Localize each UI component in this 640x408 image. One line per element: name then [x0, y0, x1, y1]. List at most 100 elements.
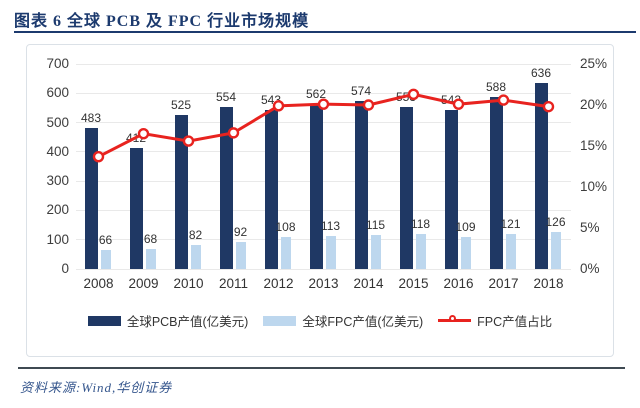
gridline [76, 122, 571, 124]
fpc-bar [550, 232, 561, 269]
fpc-share-marker [497, 94, 510, 106]
pct-axis-tick-label: 10% [580, 179, 608, 194]
pcb-series-label: 全球PCB产值(亿美元) [126, 315, 249, 329]
y-axis-tick-label: 600 [46, 85, 69, 101]
pct-axis-tick-label: 0% [580, 261, 600, 276]
fpc-bar [370, 235, 381, 269]
gridline [76, 209, 571, 211]
fpc-bar [460, 237, 471, 269]
gridline [76, 151, 571, 153]
y-axis-tick-label: 700 [46, 56, 69, 71]
pcb-bar [444, 110, 458, 269]
pcb-bar [399, 107, 413, 269]
pct-axis-tick-label: 5% [580, 220, 600, 235]
legend: 全球PCB产值(亿美元) 全球FPC产值(亿美元) FPC产值占比 [27, 311, 613, 330]
y-axis-tick-label: 300 [46, 173, 69, 189]
fpc-share-marker [452, 98, 465, 110]
gridline [76, 92, 571, 94]
fpc-value-label: 82 [188, 227, 203, 242]
fpc-value-label: 92 [233, 225, 248, 240]
x-axis-label: 2014 [353, 276, 384, 291]
fpc-series-swatch [263, 315, 297, 326]
fpc-bar [190, 244, 201, 269]
pcb-bar [174, 115, 188, 269]
fpc-bar [235, 242, 246, 269]
fpc-bar [415, 234, 426, 269]
fpc-value-label: 115 [365, 218, 386, 233]
fpc-value-label: 108 [275, 220, 296, 235]
fpc-share-marker [317, 98, 330, 110]
x-axis-label: 2017 [488, 276, 519, 291]
fpc-bar [505, 233, 516, 269]
x-axis-label: 2010 [173, 276, 204, 291]
fpc-bar [280, 237, 291, 269]
x-axis-label: 2011 [218, 276, 249, 291]
gridline [76, 180, 571, 182]
legend-item-pcb: 全球PCB产值(亿美元) [87, 311, 249, 330]
gridline [76, 239, 571, 241]
gridline [76, 268, 571, 270]
pcb-bar [534, 82, 548, 269]
y-axis-tick-label: 200 [46, 202, 69, 218]
pcb-series-swatch [87, 315, 121, 326]
chart-card: 全球PCB产值(亿美元) 全球FPC产值(亿美元) FPC产值占比 0 100 20… [26, 44, 614, 357]
fpc-series-label: 全球FPC产值(亿美元) [302, 315, 424, 329]
fpc-bar [325, 235, 336, 269]
fpc-share-line-swatch [438, 315, 472, 326]
fpc-value-label: 66 [98, 232, 113, 247]
pcb-value-label: 588 [485, 79, 507, 94]
gridline [76, 63, 571, 65]
pcb-value-label: 636 [530, 65, 552, 80]
x-axis-label: 2016 [443, 276, 474, 291]
pcb-value-label: 483 [80, 110, 102, 125]
pct-axis-tick-label: 15% [580, 138, 608, 153]
fpc-share-marker [137, 127, 150, 140]
x-axis-label: 2012 [263, 276, 294, 291]
fpc-value-label: 118 [410, 217, 431, 232]
fpc-bar [145, 249, 156, 269]
footer-divider [18, 367, 625, 369]
pcb-bar [309, 104, 323, 269]
x-axis-label: 2008 [83, 276, 114, 291]
x-axis-label: 2009 [128, 276, 159, 291]
fpc-value-label: 113 [320, 218, 341, 233]
fpc-value-label: 121 [500, 216, 521, 231]
pcb-value-label: 562 [305, 87, 327, 102]
fpc-value-label: 68 [143, 232, 158, 247]
fpc-share-marker [362, 99, 375, 111]
pcb-bar [354, 100, 368, 269]
x-axis-label: 2013 [308, 276, 339, 291]
fpc-value-label: 126 [545, 215, 566, 230]
x-axis-label: 2015 [398, 276, 429, 291]
source-note: 资料来源:Wind,华创证券 [20, 380, 173, 395]
pcb-value-label: 525 [170, 98, 192, 113]
fpc-share-marker [227, 127, 240, 139]
pct-axis-tick-label: 25% [580, 56, 608, 71]
title-underline [14, 31, 636, 33]
fpc-share-label: FPC产值占比 [477, 315, 553, 329]
pcb-value-label: 554 [215, 89, 237, 104]
pcb-bar [489, 96, 503, 269]
y-axis-tick-label: 400 [46, 143, 69, 159]
fpc-share-marker [182, 135, 195, 147]
fpc-share-marker [542, 100, 555, 113]
y-axis-tick-label: 100 [46, 231, 69, 247]
pcb-value-label: 574 [350, 83, 372, 98]
legend-item-fpc-share: FPC产值占比 [438, 311, 552, 330]
fpc-share-marker [92, 150, 105, 163]
fpc-bar [100, 249, 111, 269]
y-axis-tick-label: 0 [61, 261, 69, 276]
fpc-share-marker [407, 88, 420, 101]
pcb-bar [129, 148, 143, 269]
y-axis-tick-label: 500 [46, 114, 69, 130]
fpc-value-label: 109 [455, 220, 476, 235]
pcb-bar [219, 106, 233, 269]
pcb-bar [84, 127, 98, 269]
page-title: 图表 6 全球 PCB 及 FPC 行业市场规模 [14, 13, 310, 30]
fpc-share-line-layer [92, 88, 555, 163]
legend-item-fpc: 全球FPC产值(亿美元) [263, 311, 423, 330]
pcb-bar [264, 109, 278, 269]
pct-axis-tick-label: 20% [580, 97, 608, 112]
x-axis-label: 2018 [533, 276, 564, 291]
